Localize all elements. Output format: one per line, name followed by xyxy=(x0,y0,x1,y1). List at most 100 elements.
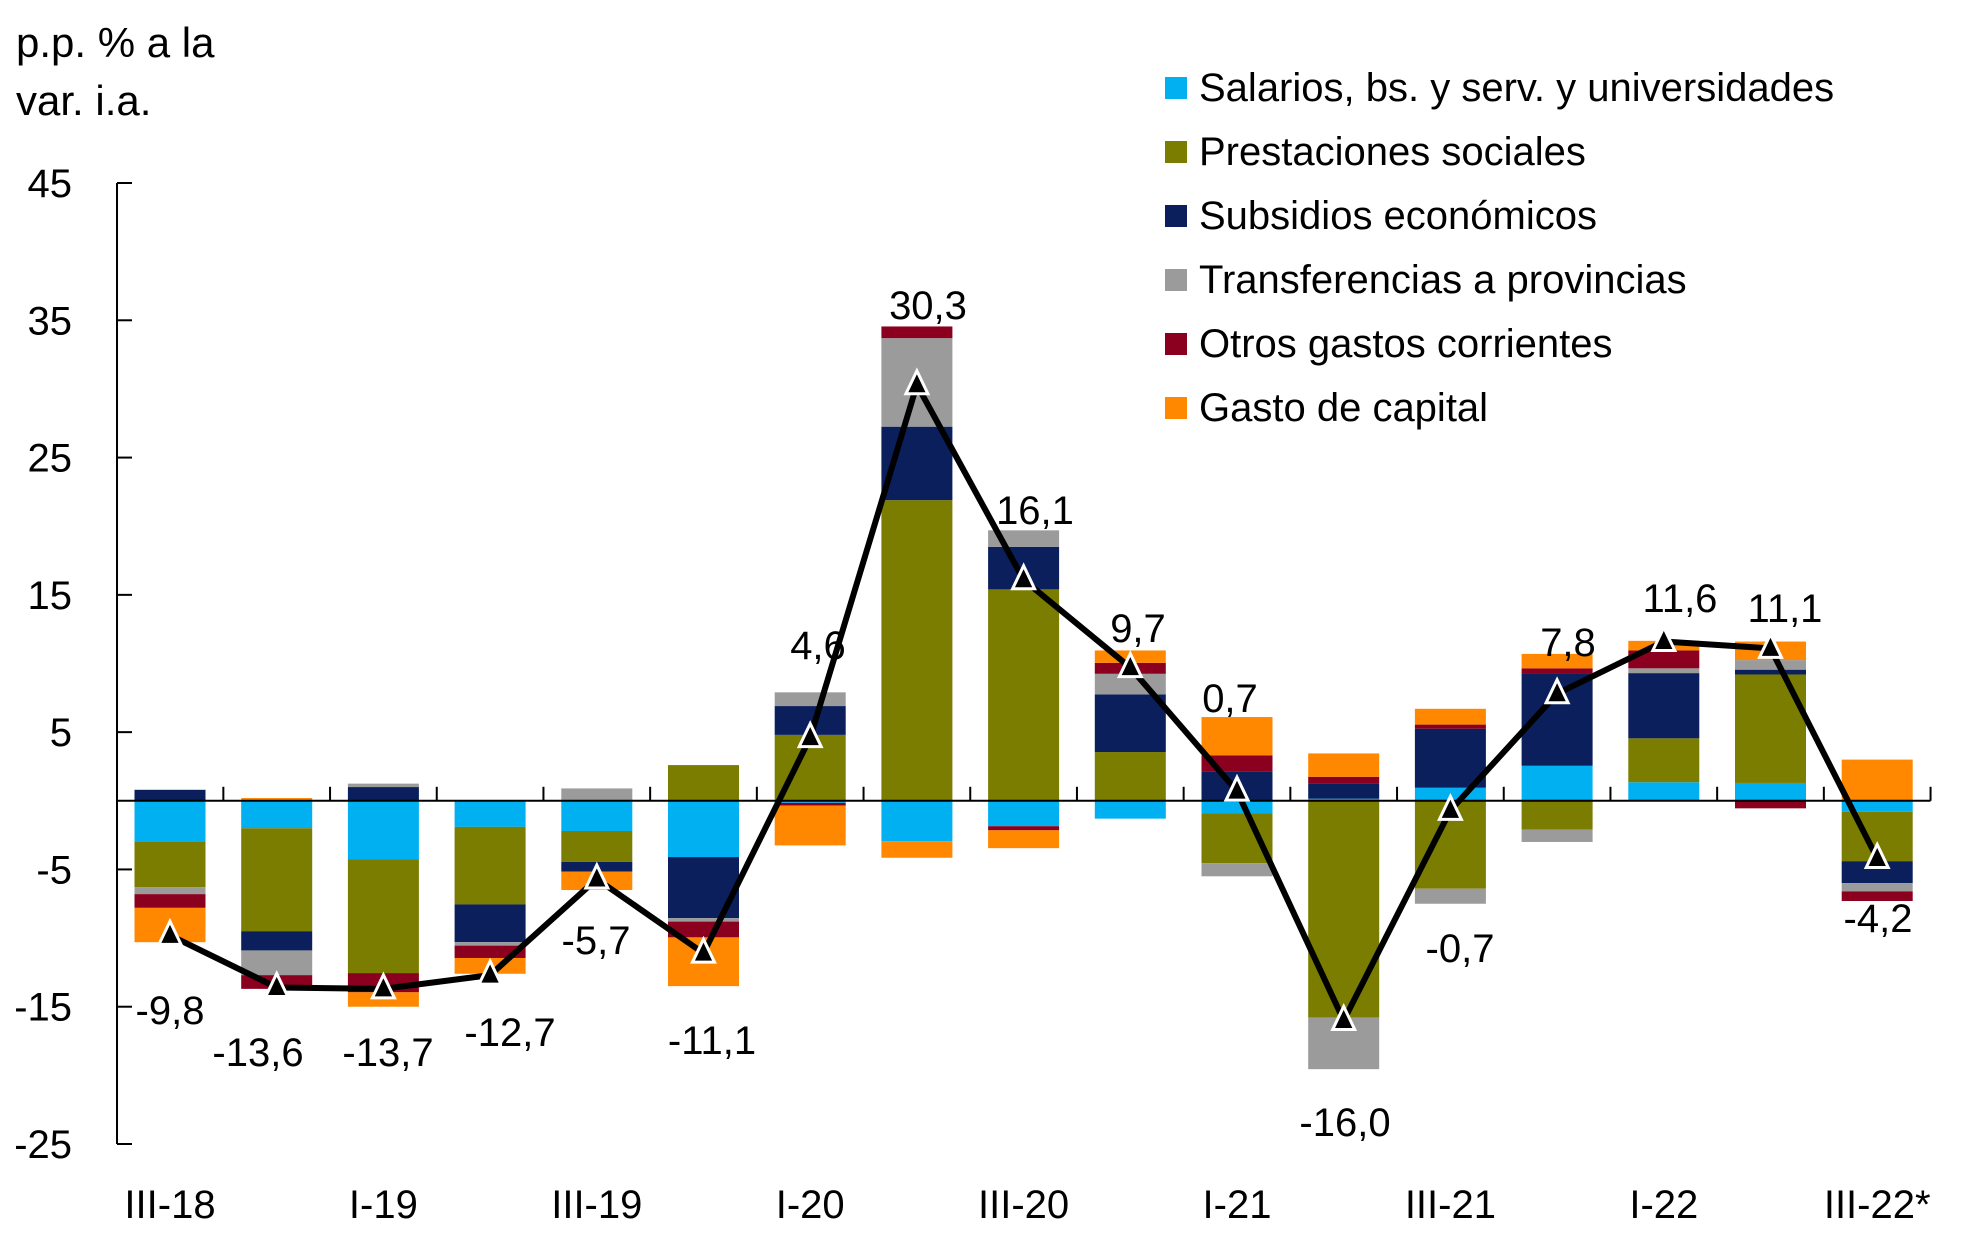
bar-segment xyxy=(241,931,313,951)
bar-segment xyxy=(1735,669,1806,675)
legend-item: Otros gastos corrientes xyxy=(1165,312,1834,376)
total-data-label: 7,8 xyxy=(1540,621,1596,665)
legend-swatch xyxy=(1165,205,1187,227)
total-marker xyxy=(263,970,291,998)
bar-segment xyxy=(1414,708,1486,725)
bar-segment xyxy=(881,841,953,858)
y-tick-label: 15 xyxy=(28,574,73,618)
total-marker xyxy=(1330,1002,1358,1031)
bar-segment xyxy=(454,904,526,943)
legend-label: Subsidios económicos xyxy=(1199,193,1597,238)
total-marker xyxy=(583,861,611,890)
legend-label: Transferencias a provincias xyxy=(1199,257,1687,302)
bar-segment xyxy=(1521,800,1593,830)
total-data-label: -9,8 xyxy=(136,989,205,1033)
legend: Salarios, bs. y serv. y universidades Pre… xyxy=(1165,56,1834,440)
bar-segment xyxy=(1308,800,1380,1018)
total-marker xyxy=(1543,676,1571,705)
bar-segment xyxy=(988,589,1060,801)
bar-segment xyxy=(1628,738,1700,783)
axes-layer: 45 35 25 15 5 -5 -15 -25 III-18 I-19 III-19 I-20 III… xyxy=(14,162,1932,1227)
total-marker xyxy=(476,957,504,986)
total-data-label: 9,7 xyxy=(1110,607,1166,651)
bar-segment xyxy=(1628,782,1700,801)
bar-segment xyxy=(134,894,206,908)
bar-segment xyxy=(1308,798,1380,801)
x-tick-label: III-18 xyxy=(124,1183,215,1227)
y-tick-label: -5 xyxy=(36,848,72,892)
bar-segment xyxy=(1414,724,1486,729)
bar-segment xyxy=(668,765,739,801)
bar-segment xyxy=(1735,660,1806,670)
bar-segment xyxy=(1841,800,1913,812)
legend-label: Gasto de capital xyxy=(1199,385,1489,430)
x-tick-label: I-19 xyxy=(349,1183,418,1227)
bar-segment xyxy=(774,692,846,707)
bar-segment xyxy=(347,800,419,860)
y-tick-label: -25 xyxy=(14,1123,72,1167)
bar-segment xyxy=(1521,653,1593,669)
total-marker xyxy=(1650,624,1678,653)
bar-segment xyxy=(668,800,739,858)
legend-item: Transferencias a provincias xyxy=(1165,248,1834,312)
total-marker xyxy=(1116,650,1144,679)
legend-item: Gasto de capital xyxy=(1165,376,1834,440)
x-tick-label: III-22* xyxy=(1824,1183,1931,1227)
total-marker xyxy=(690,935,717,964)
bar-segment xyxy=(668,921,739,938)
bar-segment xyxy=(1201,800,1273,814)
total-data-label: -12,7 xyxy=(464,1011,555,1055)
total-data-label: -11,1 xyxy=(668,1019,756,1063)
bar-segment xyxy=(1521,668,1593,674)
bar-segment xyxy=(561,830,633,862)
y-tick-label: 35 xyxy=(28,299,73,343)
total-data-label: -13,7 xyxy=(342,1031,433,1075)
bar-segment xyxy=(134,841,206,888)
bar-segment xyxy=(881,500,953,801)
y-tick-label: 25 xyxy=(28,437,73,481)
legend-swatch xyxy=(1165,77,1187,99)
legend-item: Subsidios económicos xyxy=(1165,184,1834,248)
bar-segment xyxy=(241,828,313,932)
total-marker xyxy=(370,971,397,1000)
legend-swatch xyxy=(1165,141,1187,163)
bar-segment xyxy=(1201,717,1273,756)
bar-segment xyxy=(1308,783,1380,799)
y-axis-title-line-2: var. i.a. xyxy=(16,77,152,124)
total-marker xyxy=(1863,840,1891,869)
total-data-label: 11,6 xyxy=(1643,577,1718,621)
bar-segment xyxy=(347,859,419,974)
total-line-layer xyxy=(156,367,1891,1031)
bar-segment xyxy=(1841,883,1913,892)
y-axis-title: p.p. % a la var. i.a. xyxy=(16,14,214,130)
bars-layer xyxy=(134,326,1913,1070)
data-labels-layer: -9,8-13,6 -13,7 -12,7 -5,7 -11,1 4,6 30,3 16,1 9… xyxy=(136,284,1913,1145)
x-tick-label: III-19 xyxy=(551,1183,642,1227)
bar-segment xyxy=(988,826,1060,831)
bar-segment xyxy=(1414,888,1486,904)
bar-segment xyxy=(774,802,846,806)
bar-segment xyxy=(1841,891,1913,902)
total-marker xyxy=(1757,630,1784,659)
bar-segment xyxy=(1735,782,1806,801)
total-data-label: -16,0 xyxy=(1299,1101,1390,1145)
total-data-label: 4,6 xyxy=(790,624,846,668)
legend-swatch xyxy=(1165,333,1187,355)
bar-segment xyxy=(1094,800,1166,819)
total-data-label: 16,1 xyxy=(996,489,1074,533)
total-marker xyxy=(1010,562,1037,591)
bar-segment xyxy=(1308,753,1380,777)
legend-item: Salarios, bs. y serv. y universidades xyxy=(1165,56,1834,120)
total-data-label: 11,1 xyxy=(1748,587,1823,631)
bar-segment xyxy=(881,800,953,842)
legend-label: Salarios, bs. y serv. y universidades xyxy=(1199,65,1835,110)
total-data-label: 0,7 xyxy=(1202,677,1258,721)
bar-segment xyxy=(1308,776,1380,784)
bar-segment xyxy=(1628,673,1700,739)
bar-segment xyxy=(1521,765,1593,801)
bar-segment xyxy=(1414,728,1486,788)
bar-segment xyxy=(1735,800,1806,809)
bar-segment xyxy=(1521,829,1593,842)
legend-swatch xyxy=(1165,269,1187,291)
